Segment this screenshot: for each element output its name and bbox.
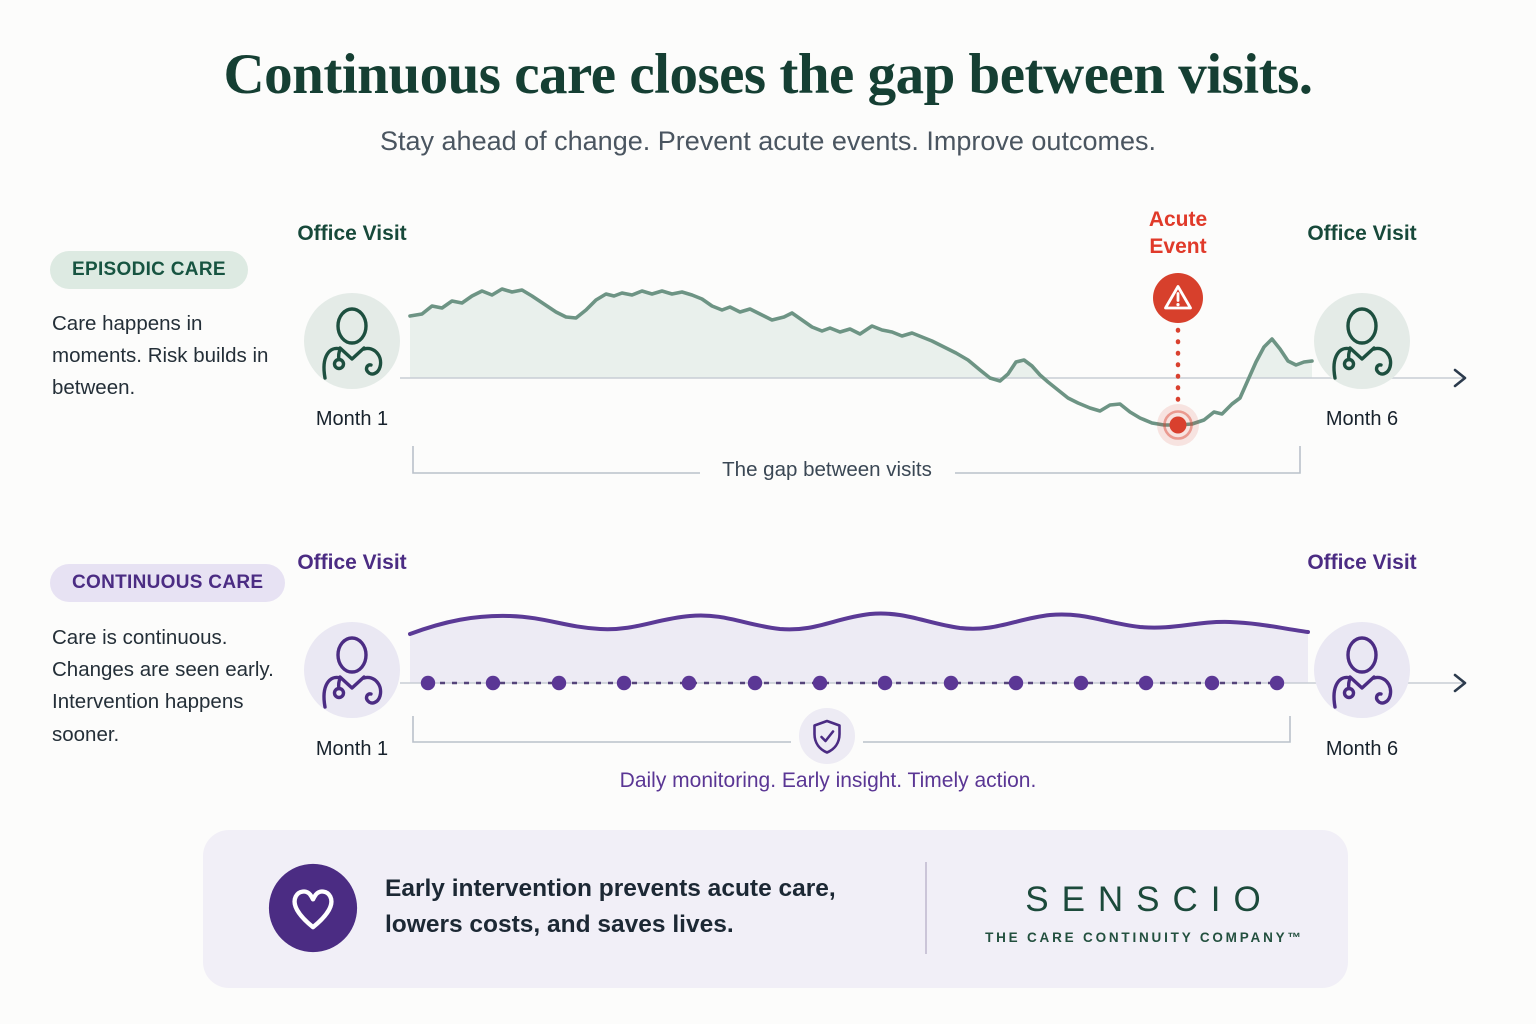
footer-divider xyxy=(925,862,927,954)
continuous-wave-fill xyxy=(410,613,1308,683)
office-visit-circle-end xyxy=(1314,293,1410,389)
office-visit-label-start: Office Visit xyxy=(297,551,407,574)
shield-check-icon xyxy=(799,708,855,764)
office-visit-label-end: Office Visit xyxy=(1307,222,1417,245)
timeline-arrow-icon xyxy=(1453,673,1467,693)
brand-logo: SENSCIO xyxy=(1025,880,1274,919)
gap-bracket xyxy=(412,446,1301,474)
warning-triangle-icon xyxy=(1153,273,1203,323)
footer-message-line2: lowers costs, and saves lives. xyxy=(385,911,734,938)
footer-message: Early intervention prevents acute care, … xyxy=(385,871,836,943)
daily-monitoring-label: Daily monitoring. Early insight. Timely … xyxy=(619,769,1037,792)
office-visit-circle-end xyxy=(1314,622,1410,718)
office-visit-circle-start xyxy=(304,293,400,389)
continuous-description: Care is continuous. Changes are seen ear… xyxy=(52,626,274,746)
brand-tagline: THE CARE CONTINUITY COMPANY™ xyxy=(985,930,1304,945)
month-label-start: Month 1 xyxy=(315,738,389,760)
episodic-care-badge: EPISODIC CARE xyxy=(50,251,248,289)
continuous-chart xyxy=(304,611,1467,764)
acute-event-label: Acute Event xyxy=(1148,208,1208,259)
timeline-arrow-icon xyxy=(1453,368,1467,388)
continuous-care-badge: CONTINUOUS CARE xyxy=(50,564,286,602)
footer-message-line1: Early intervention prevents acute care, xyxy=(385,875,836,902)
office-visit-circle-start xyxy=(304,622,400,718)
brand-block: SENSCIO THE CARE CONTINUITY COMPANY™ xyxy=(943,830,1343,988)
monitoring-bracket xyxy=(412,716,1291,743)
acute-event-pulse-marker xyxy=(1157,404,1199,446)
page-subtitle: Stay ahead of change. Prevent acute even… xyxy=(380,126,1156,156)
footer-card: Early intervention prevents acute care, … xyxy=(203,830,1348,988)
month-label-end: Month 6 xyxy=(1325,408,1399,430)
heart-icon xyxy=(267,862,359,954)
monitoring-dots xyxy=(420,675,1285,691)
continuous-stability-wave xyxy=(408,611,1310,636)
month-label-end: Month 6 xyxy=(1325,738,1399,760)
episodic-description: Care happens in moments. Risk builds in … xyxy=(52,312,269,400)
office-visit-label-end: Office Visit xyxy=(1307,551,1417,574)
office-visit-label-start: Office Visit xyxy=(297,222,407,245)
month-label-start: Month 1 xyxy=(315,408,389,430)
gap-between-visits-label: The gap between visits xyxy=(722,458,932,481)
page-title: Continuous care closes the gap between v… xyxy=(223,43,1313,106)
episodic-chart xyxy=(304,273,1467,474)
